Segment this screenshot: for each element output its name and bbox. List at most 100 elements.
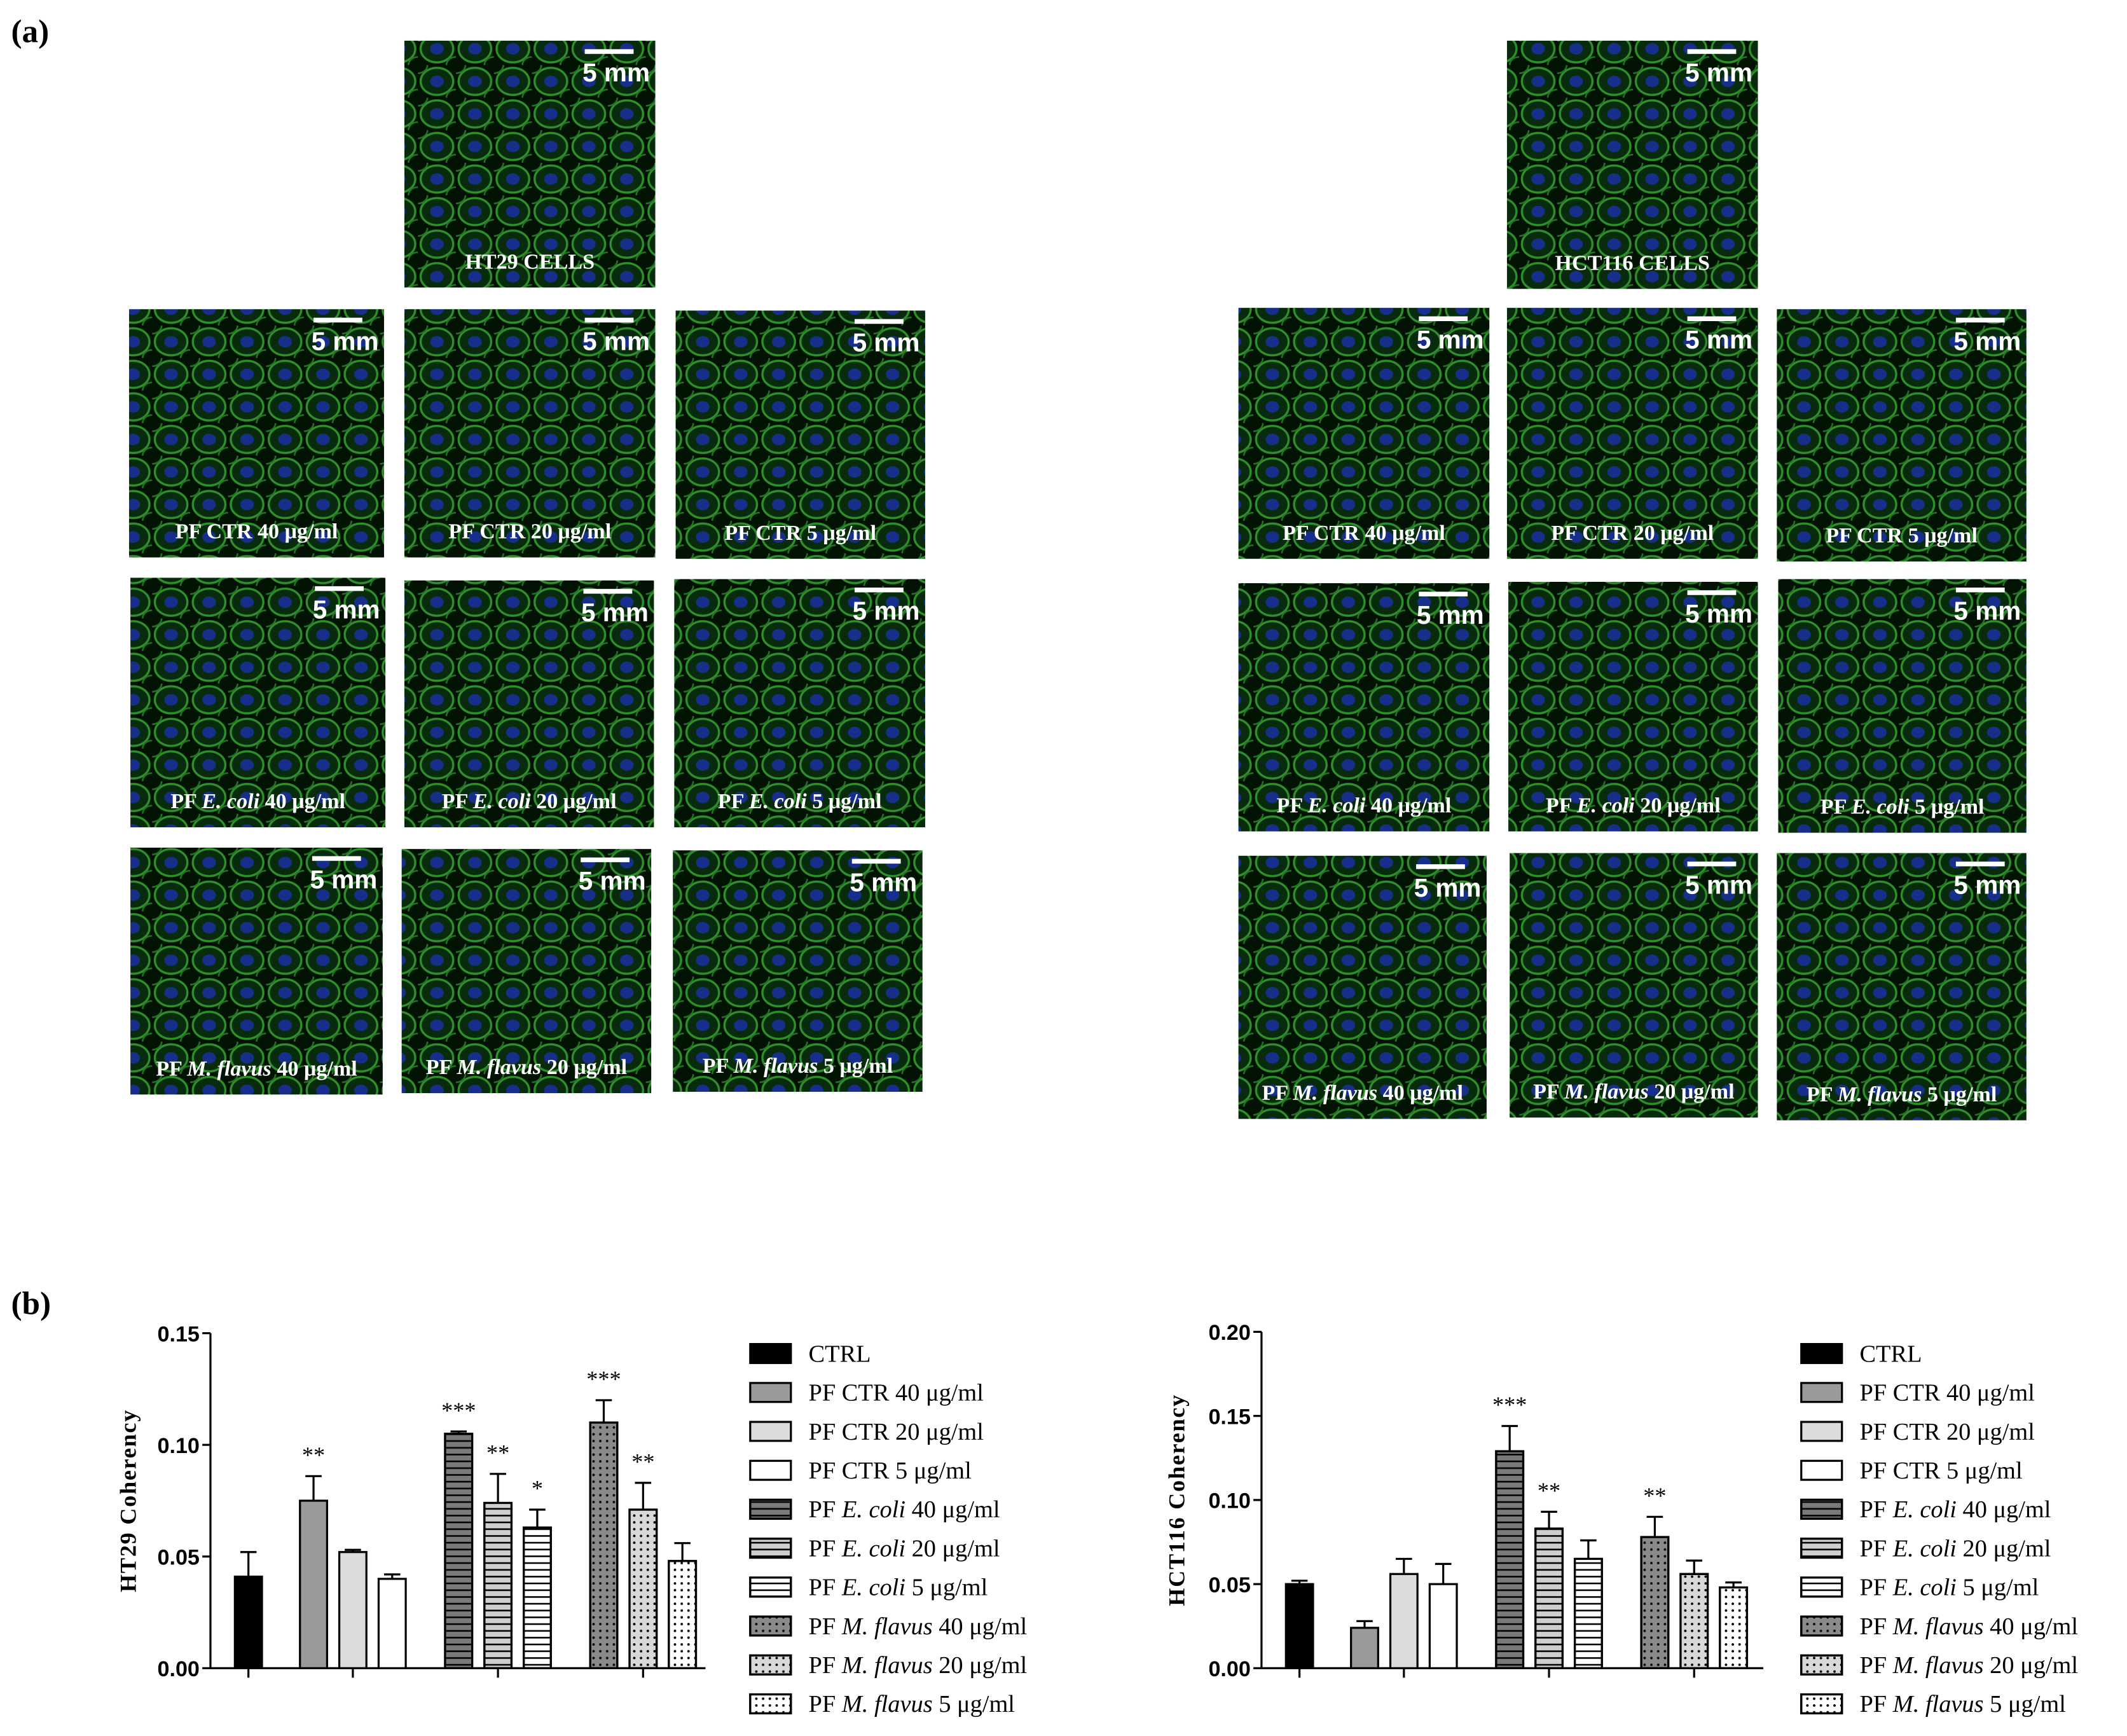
micrograph-shade xyxy=(404,40,656,288)
error-bar xyxy=(345,1548,361,1552)
error-bar xyxy=(1686,1559,1703,1574)
scale-label: 5 mm xyxy=(310,865,377,894)
bar xyxy=(1389,1573,1419,1669)
micrograph-caption: PF M. flavus 5 μg/ml xyxy=(1807,1083,1997,1106)
bar-hatch xyxy=(1640,1536,1670,1669)
legend-label: PF M. flavus 5 μg/ml xyxy=(1859,1691,2065,1718)
micrograph: 5 mm HCT116 CELLS xyxy=(1506,40,1758,289)
text-run: PF xyxy=(1859,1691,1892,1718)
text-run: 40 μg/ml xyxy=(905,1496,1000,1523)
micrograph-caption: PF CTR 20 μg/ml xyxy=(1551,521,1714,545)
micrograph-caption: PF E. coli 20 μg/ml xyxy=(442,790,617,813)
scale-label: 5 mm xyxy=(1417,325,1484,354)
micrograph: 5 mm PF E. coli 5 μg/ml xyxy=(1778,579,2027,833)
scale-label: 5 mm xyxy=(582,326,650,355)
text-run: PF xyxy=(809,1691,842,1718)
text-run: 5 μg/ml xyxy=(807,790,882,813)
text-run: E. coli xyxy=(472,790,531,813)
micrograph-caption: PF M. flavus 40 μg/ml xyxy=(156,1057,357,1080)
text-run: E. coli xyxy=(1892,1496,1957,1523)
text-run: PF xyxy=(1859,1613,1892,1640)
text-run: E. coli xyxy=(841,1535,905,1562)
micrograph-caption: PF E. coli 5 μg/ml xyxy=(718,790,882,813)
y-tick-label: 0.15 xyxy=(1208,1405,1250,1429)
text-run: PF xyxy=(170,790,202,813)
text-run: E. coli xyxy=(841,1574,905,1601)
micrograph-caption: PF E. coli 5 μg/ml xyxy=(1821,796,1985,819)
text-run: 20 μg/ml xyxy=(1635,794,1721,818)
micrograph-image xyxy=(1506,40,1758,289)
micrograph-caption: PF CTR 5 μg/ml xyxy=(724,521,876,545)
micrograph: 5 mm PF CTR 20 μg/ml xyxy=(1506,308,1758,559)
micrograph-shade xyxy=(1238,308,1490,559)
micrograph-image xyxy=(1777,853,2027,1120)
panel-label: (b) xyxy=(11,1286,51,1322)
micrograph-image xyxy=(1508,581,1758,832)
text-run: M. flavus xyxy=(457,1056,542,1079)
error-bar xyxy=(529,1508,546,1528)
error-bar xyxy=(1396,1557,1412,1574)
error-bar xyxy=(1435,1562,1452,1585)
micrograph-image xyxy=(1238,308,1490,559)
legend-label: CTRL xyxy=(809,1340,871,1367)
significance: ** xyxy=(302,1442,325,1468)
text-run: M. flavus xyxy=(1892,1691,1984,1718)
significance: * xyxy=(532,1476,543,1501)
text-run: M. flavus xyxy=(733,1054,818,1078)
text-run: E. coli xyxy=(1307,794,1365,818)
bar-hatch xyxy=(668,1560,698,1669)
micrograph-shade xyxy=(675,310,925,559)
micrograph-image xyxy=(401,849,652,1094)
text-run: M. flavus xyxy=(1892,1652,1984,1679)
bar xyxy=(1428,1583,1458,1669)
significance: ** xyxy=(1538,1478,1560,1503)
micrograph-shade xyxy=(1510,853,1758,1118)
text-run: M. flavus xyxy=(1892,1613,1984,1640)
micrograph-shade xyxy=(1506,40,1758,289)
micrograph-shade xyxy=(1238,855,1487,1119)
legend-label: PF M. flavus 20 μg/ml xyxy=(809,1652,1028,1679)
legend-hatch xyxy=(749,1538,792,1559)
micrograph-image xyxy=(128,309,384,558)
scale-label: 5 mm xyxy=(1685,599,1752,628)
bar xyxy=(377,1578,407,1669)
micrograph: 5 mm HT29 CELLS xyxy=(404,40,656,288)
bar-hatch xyxy=(628,1508,658,1669)
micrograph-caption: PF E. coli 40 μg/ml xyxy=(170,790,345,813)
text-run: PF xyxy=(809,1535,842,1562)
text-run: PF xyxy=(1807,1083,1838,1106)
error-bar xyxy=(635,1482,652,1510)
micrograph-caption: PF CTR 20 μg/ml xyxy=(448,520,611,544)
y-tick-label: 0.00 xyxy=(1208,1657,1250,1681)
text-run: 20 μg/ml xyxy=(1649,1080,1735,1104)
micrograph-caption: HCT116 CELLS xyxy=(1555,251,1710,275)
text-run: PF xyxy=(809,1613,842,1640)
micrograph-image xyxy=(404,40,656,288)
legend-label: PF M. flavus 5 μg/ml xyxy=(809,1691,1015,1718)
text-run: 40 μg/ml xyxy=(1957,1496,2051,1523)
y-tick-label: 0.10 xyxy=(158,1434,200,1458)
micrograph-image xyxy=(404,580,654,828)
y-tick-label: 0.05 xyxy=(1208,1573,1250,1597)
error-bar xyxy=(1725,1581,1742,1588)
scale-label: 5 mm xyxy=(1414,873,1482,902)
y-tick-label: 0.15 xyxy=(158,1322,200,1346)
scale-label: 5 mm xyxy=(850,867,917,897)
significance: ** xyxy=(486,1440,509,1465)
micrograph-image xyxy=(1510,853,1758,1118)
micrograph-shade xyxy=(1506,308,1758,559)
bar-hatch xyxy=(1534,1527,1564,1669)
error-bar xyxy=(240,1551,257,1577)
text-run: 20 μg/ml xyxy=(933,1652,1028,1679)
legend-label: PF E. coli 5 μg/ml xyxy=(1859,1574,2039,1601)
legend-swatch xyxy=(1800,1343,1843,1365)
scale-label: 5 mm xyxy=(312,326,379,355)
legend-hatch xyxy=(1800,1498,1843,1520)
micrograph-caption: PF M. flavus 5 μg/ml xyxy=(703,1054,893,1078)
text-run: M. flavus xyxy=(1564,1080,1649,1104)
legend-label: PF E. coli 20 μg/ml xyxy=(1859,1535,2051,1562)
text-run: PF xyxy=(156,1057,187,1080)
text-run: PF xyxy=(809,1574,842,1601)
